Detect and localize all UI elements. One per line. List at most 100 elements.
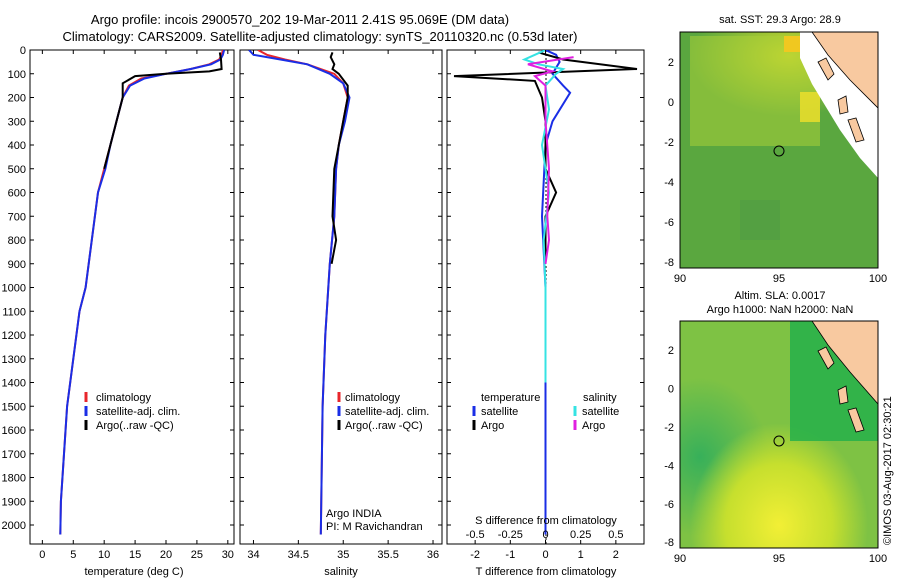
depth-tick-label: 1900 <box>2 496 26 508</box>
sst-lat-tick-label: -6 <box>664 217 674 229</box>
temperature-x-tick-label: 25 <box>191 549 203 561</box>
salinity-series-argo-raw-qc- <box>329 52 349 264</box>
island <box>837 385 849 405</box>
sst-lon-tick-label: 90 <box>674 273 686 285</box>
sst-lon-tick-label: 95 <box>773 273 785 285</box>
island <box>847 407 865 433</box>
sla-lat-tick-label: 0 <box>668 383 674 395</box>
salinity-x-tick-label: 34 <box>247 549 259 561</box>
legend-label-climatology: climatology <box>96 392 152 404</box>
sla-map-frame <box>679 320 879 549</box>
depth-tick-label: 1400 <box>2 378 26 390</box>
sla-map <box>680 321 878 548</box>
sla-lon-tick-label: 100 <box>869 553 887 565</box>
sst-lat-tick-label: -8 <box>664 257 674 269</box>
temperature-x-tick-label: 0 <box>39 549 45 561</box>
legend-header-salinity: salinity <box>583 392 617 404</box>
legend-label-sal-argo: Argo <box>582 420 605 432</box>
salinity-legend: climatology satellite-adj. clim. Argo(..… <box>337 392 429 432</box>
temperature-x-tick-label: 15 <box>129 549 141 561</box>
depth-tick-label: 300 <box>8 116 26 128</box>
sla-lat-tick-label: -6 <box>664 499 674 511</box>
land-sumatra <box>811 321 878 405</box>
s-difference-tick-label: 0 <box>542 529 548 541</box>
land-sumatra <box>811 32 878 109</box>
legend-label-climatology: climatology <box>345 392 401 404</box>
sla-lat-tick-label: -8 <box>664 537 674 549</box>
sst-lat-tick-label: -4 <box>664 177 674 189</box>
argo-location-marker <box>773 435 785 447</box>
sst-hot-patch <box>800 92 820 122</box>
argo-location-marker <box>773 145 785 157</box>
sst-map <box>680 32 878 268</box>
s-difference-axis-label: S difference from climatology <box>475 515 617 527</box>
sst-cool-patch <box>740 200 780 240</box>
salinity-panel <box>239 49 443 545</box>
sla-map-title-line2: Argo h1000: NaN h2000: NaN <box>706 304 854 316</box>
argo-program-label: Argo INDIA <box>326 508 382 520</box>
legend-label-satellite: satellite-adj. clim. <box>345 406 429 418</box>
legend-label-argo: Argo(..raw -QC) <box>345 420 423 432</box>
temperature-x-tick-label: 10 <box>98 549 110 561</box>
sla-lon-tick-label: 95 <box>773 553 785 565</box>
legend-label-temp-satellite: satellite <box>481 406 518 418</box>
difference-x-tick-label: 0 <box>542 549 548 561</box>
temperature-series-argo-raw-qc- <box>103 52 223 170</box>
sst-lat-tick-label: 0 <box>668 97 674 109</box>
argo-pi-label: PI: M Ravichandran <box>326 521 423 533</box>
plot-title-line2: Climatology: CARS2009. Satellite-adjuste… <box>62 29 578 44</box>
legend-label-temp-argo: Argo <box>481 420 504 432</box>
difference-x-tick-label: -1 <box>505 549 515 561</box>
s-difference-tick-label: 0.5 <box>608 529 623 541</box>
temperature-x-tick-label: 20 <box>160 549 172 561</box>
depth-tick-label: 1500 <box>2 401 26 413</box>
depth-tick-label: 200 <box>8 93 26 105</box>
legend-label-argo: Argo(..raw -QC) <box>96 420 174 432</box>
island <box>837 95 849 115</box>
legend-header-temperature: temperature <box>481 392 540 404</box>
depth-tick-label: 900 <box>8 259 26 271</box>
salinity-x-tick-label: 36 <box>427 549 439 561</box>
legend-label-satellite: satellite-adj. clim. <box>96 406 180 418</box>
depth-tick-label: 1200 <box>2 330 26 342</box>
salinity-x-tick-label: 34.5 <box>288 549 309 561</box>
sla-lat-tick-label: -4 <box>664 460 674 472</box>
depth-tick-label: 700 <box>8 211 26 223</box>
difference-x-tick-label: 2 <box>613 549 619 561</box>
sst-lat-tick-label: 2 <box>668 57 674 69</box>
island <box>817 57 835 81</box>
depth-tick-label: 400 <box>8 140 26 152</box>
temperature-x-tick-label: 30 <box>222 549 234 561</box>
sst-lon-tick-label: 100 <box>869 273 887 285</box>
s-difference-tick-label: -0.25 <box>498 529 523 541</box>
difference-series-salinity-argo <box>527 56 574 264</box>
difference-x-tick-label: 1 <box>578 549 584 561</box>
sst-lat-tick-label: -2 <box>664 137 674 149</box>
temperature-axis-label: temperature (deg C) <box>84 566 183 578</box>
depth-tick-label: 1700 <box>2 449 26 461</box>
island <box>817 346 835 370</box>
temperature-x-tick-label: 5 <box>70 549 76 561</box>
depth-tick-label: 800 <box>8 235 26 247</box>
depth-tick-label: 500 <box>8 164 26 176</box>
depth-tick-label: 100 <box>8 69 26 81</box>
s-difference-tick-label: -0.5 <box>466 529 485 541</box>
depth-tick-label: 1600 <box>2 425 26 437</box>
depth-tick-label: 1100 <box>2 306 26 318</box>
sst-map-title: sat. SST: 29.3 Argo: 28.9 <box>719 14 841 26</box>
depth-tick-label: 1800 <box>2 473 26 485</box>
difference-x-tick-label: -2 <box>470 549 480 561</box>
sla-lat-tick-label: 2 <box>668 345 674 357</box>
sst-warm-patch <box>690 36 820 146</box>
sla-lat-tick-label: -2 <box>664 422 674 434</box>
legend-label-sal-satellite: satellite <box>582 406 619 418</box>
difference-legend: temperature salinity satellite Argo sate… <box>472 392 619 432</box>
island <box>847 117 865 143</box>
salinity-axis-label: salinity <box>324 566 358 578</box>
sst-map-frame <box>679 31 879 269</box>
s-difference-tick-label: 0.25 <box>570 529 591 541</box>
depth-tick-label: 600 <box>8 188 26 200</box>
plot-title-line1: Argo profile: incois 2900570_202 19-Mar-… <box>90 12 510 27</box>
credit-footer: ©IMOS 03-Aug-2017 02:30:21 <box>882 396 894 545</box>
